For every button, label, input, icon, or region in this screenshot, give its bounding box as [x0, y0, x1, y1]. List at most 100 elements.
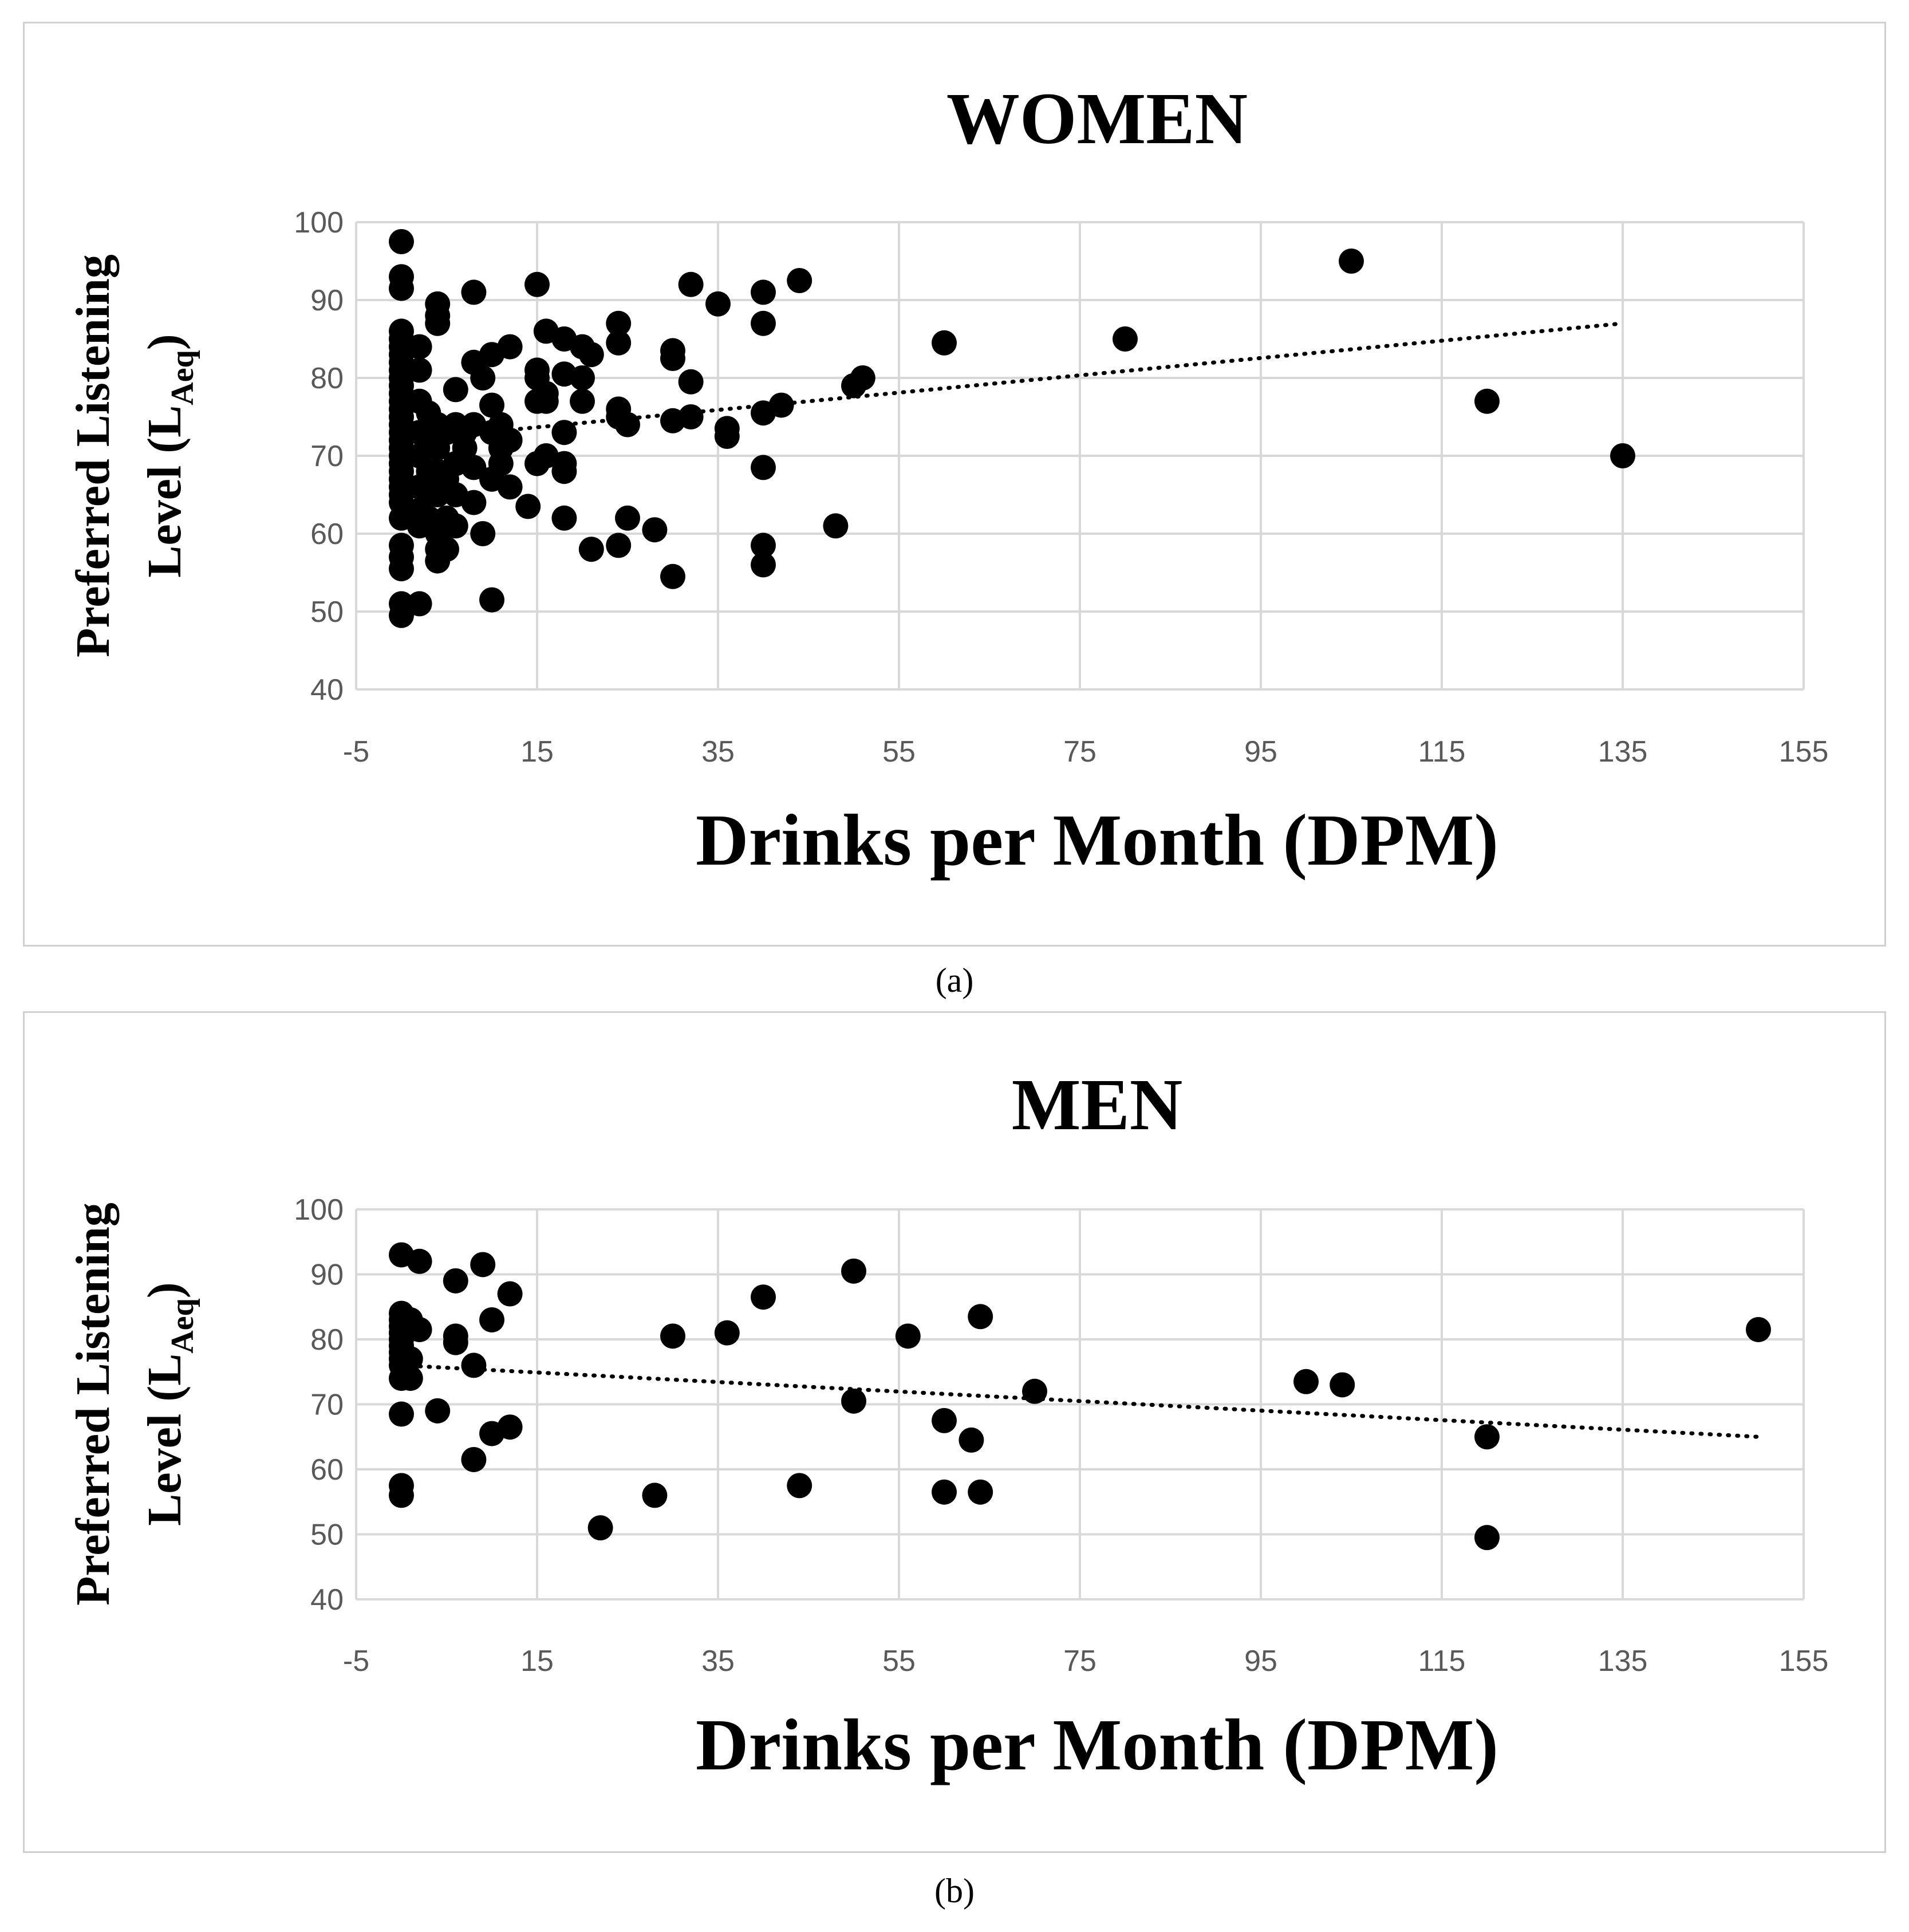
data-point: [968, 1304, 993, 1330]
data-point: [570, 388, 595, 414]
chart-panel-women: [23, 22, 1886, 947]
data-point: [425, 310, 451, 336]
data-point: [497, 1414, 523, 1440]
x-tick-label: -5: [343, 735, 369, 768]
data-point: [470, 365, 496, 391]
data-point: [1022, 1378, 1047, 1404]
data-point: [407, 1248, 432, 1274]
x-tick-label: -5: [343, 1645, 369, 1678]
data-point: [425, 1398, 451, 1424]
x-tick-label: 95: [1244, 735, 1277, 768]
y-tick-label: 100: [294, 206, 344, 239]
y-tick-label: 80: [310, 1323, 344, 1357]
data-point: [497, 474, 523, 500]
trendline: [399, 321, 1625, 443]
data-point: [407, 334, 432, 360]
trendline: [399, 1363, 1761, 1439]
data-point: [570, 365, 595, 391]
data-point: [578, 537, 604, 562]
data-point: [515, 494, 541, 519]
data-point: [397, 1366, 423, 1391]
data-point: [714, 1320, 740, 1346]
data-point: [1474, 388, 1500, 414]
x-tick-label: 15: [520, 1645, 554, 1678]
data-point: [488, 451, 514, 476]
data-point: [1113, 326, 1138, 352]
y-tick-label: 60: [310, 518, 344, 551]
x-tick-label: 135: [1598, 735, 1648, 768]
data-point: [1474, 1424, 1500, 1450]
x-tick-label: 75: [1063, 1645, 1097, 1678]
data-point: [524, 271, 550, 297]
data-point: [787, 268, 812, 293]
data-point: [678, 369, 704, 395]
chart-title: MEN: [1012, 1064, 1183, 1145]
chart-panel-men: [23, 1011, 1886, 1853]
data-point: [751, 1284, 776, 1310]
caption-a: (a): [935, 961, 974, 999]
data-point: [389, 556, 414, 582]
y-tick-label: 40: [310, 1583, 344, 1616]
y-tick-label: 40: [310, 673, 344, 707]
data-point: [841, 1388, 866, 1414]
y-tick-label: 50: [310, 596, 344, 629]
data-point: [407, 591, 432, 617]
x-tick-label: 155: [1779, 735, 1829, 768]
x-tick-label: 135: [1598, 1645, 1648, 1678]
data-point: [578, 342, 604, 368]
y-tick-label: 90: [310, 284, 344, 317]
data-point: [1330, 1372, 1355, 1398]
data-point: [407, 1316, 432, 1342]
data-point: [434, 537, 459, 562]
x-axis-label: Drinks per Month (DPM): [696, 799, 1498, 881]
data-point: [461, 1353, 487, 1378]
data-point: [660, 563, 685, 589]
x-tick-label: 35: [701, 735, 735, 768]
y-tick-label: 80: [310, 362, 344, 395]
data-point: [705, 291, 731, 317]
data-point: [470, 1252, 496, 1278]
data-point: [932, 1479, 957, 1505]
data-point: [452, 435, 478, 461]
data-point: [678, 271, 704, 297]
data-point: [678, 404, 704, 429]
data-point: [615, 505, 640, 531]
y-tick-label: 60: [310, 1453, 344, 1487]
y-axis-label-line1: Preferred Listening: [66, 254, 120, 657]
data-point: [660, 1323, 685, 1349]
data-point: [389, 602, 414, 628]
women-chart: 40 50 60 70 80 90 100 -5 15 35 55 75 95 115 135 155 WOME…: [66, 78, 1828, 881]
x-axis-label: Drinks per Month (DPM): [696, 1704, 1498, 1785]
x-tick-label: 55: [882, 1645, 916, 1678]
chart-title: WOMEN: [946, 78, 1248, 159]
data-point: [1610, 443, 1635, 468]
data-point: [443, 377, 468, 403]
data-point: [751, 455, 776, 480]
data-point: [895, 1323, 921, 1349]
data-point: [389, 275, 414, 301]
x-tick-label: 95: [1244, 1645, 1277, 1678]
data-point: [751, 533, 776, 558]
data-point: [443, 513, 468, 539]
data-point: [642, 517, 668, 543]
data-point: [470, 521, 496, 546]
data-point: [443, 1330, 468, 1355]
data-point: [551, 459, 577, 484]
data-point: [768, 392, 794, 418]
x-tick-label: 55: [882, 735, 916, 768]
data-point: [751, 310, 776, 336]
data-point: [389, 1482, 414, 1508]
data-point: [551, 420, 577, 445]
data-point: [461, 1446, 487, 1472]
data-point: [850, 365, 875, 391]
data-point: [660, 346, 685, 371]
men-chart: 40 50 60 70 80 90 100 -5 15 35 55 75 95 115 135 155 MEN D…: [66, 1064, 1828, 1785]
data-point: [751, 552, 776, 578]
data-point: [551, 505, 577, 531]
y-tick-label: 90: [310, 1259, 344, 1292]
x-tick-label: 35: [701, 1645, 735, 1678]
data-point: [389, 1401, 414, 1427]
y-axis-label-line1: Preferred Listening: [66, 1202, 120, 1606]
data-point: [407, 357, 432, 383]
